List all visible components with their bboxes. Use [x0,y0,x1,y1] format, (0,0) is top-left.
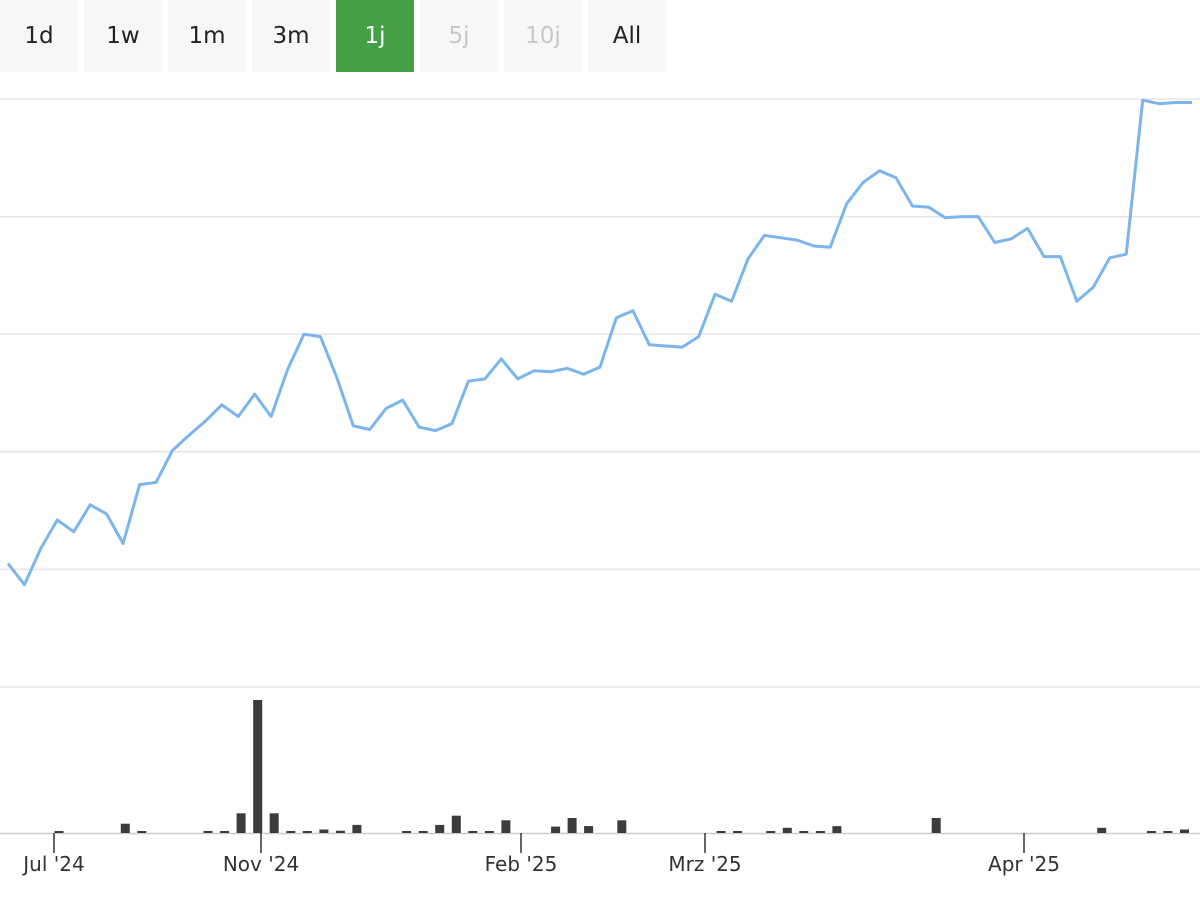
volume-bar [120,823,130,833]
range-button-5j: 5j [420,0,498,72]
volume-bar [352,824,362,833]
volume-bar [484,831,494,833]
time-range-selector: 1d 1w 1m 3m 1j 5j 10j All [0,0,672,72]
volume-bar [584,826,594,833]
grid-lines [0,98,1200,835]
volume-bar [782,827,792,833]
price-line [6,98,1192,587]
volume-bar [1146,831,1156,833]
volume-bar [137,831,147,833]
volume-bar [302,831,312,833]
volume-bar [335,830,345,833]
volume-bars [54,700,1189,833]
volume-bar [286,831,296,833]
range-button-1w[interactable]: 1w [84,0,162,72]
range-button-1d[interactable]: 1d [0,0,78,72]
range-button-1j[interactable]: 1j [336,0,414,72]
chart-background [0,72,1200,900]
volume-bar [253,700,263,833]
range-button-10j: 10j [504,0,582,72]
range-button-3m[interactable]: 3m [252,0,330,72]
volume-bar [54,831,64,833]
x-tick-label: Nov '24 [223,852,299,876]
volume-bar [551,826,561,833]
volume-bar [931,818,941,833]
volume-bar [799,831,809,833]
volume-bar [269,813,279,833]
volume-bar [418,831,428,833]
x-tick-label: Apr '25 [988,852,1060,876]
volume-bar [733,831,743,833]
x-tick-label: Jul '24 [21,852,84,876]
volume-bar [501,820,511,833]
volume-bar [203,831,213,833]
volume-bar [435,824,445,833]
volume-bar [1097,827,1107,833]
volume-bar [617,820,627,833]
volume-bar [815,831,825,833]
x-tick-label: Mrz '25 [668,852,741,876]
volume-bar [236,813,246,833]
range-button-all[interactable]: All [588,0,666,72]
volume-bar [1163,831,1173,833]
price-series [6,98,1192,587]
volume-bar [766,831,776,833]
volume-bar [402,831,412,833]
volume-bar [468,831,478,833]
volume-bar [716,831,726,833]
x-tick-label: Feb '25 [485,852,558,876]
volume-bar [220,831,230,833]
volume-bar [319,829,329,833]
volume-bar [451,815,461,833]
volume-bar [1180,829,1189,833]
volume-bar [832,826,842,833]
x-axis: Jul '24 Nov '24 Feb '25 Mrz '25 Apr '25 [21,833,1060,876]
range-button-1m[interactable]: 1m [168,0,246,72]
volume-bar [567,818,577,833]
